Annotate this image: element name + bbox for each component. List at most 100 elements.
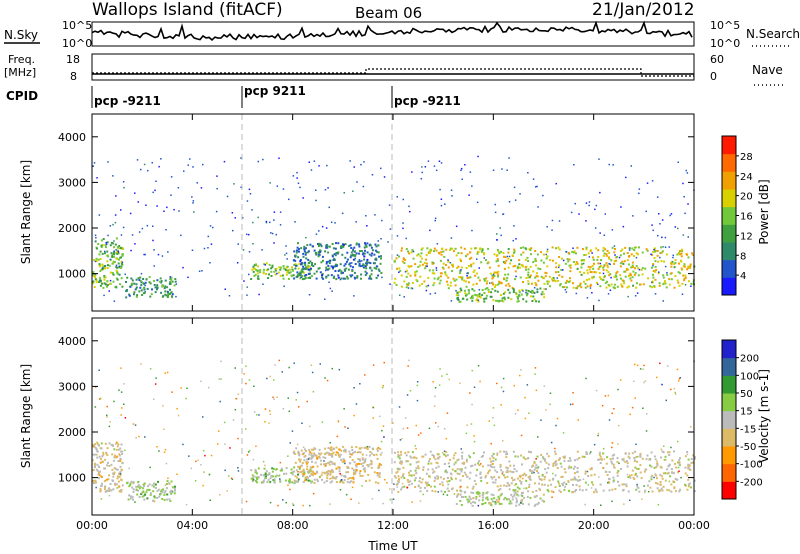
echo-point bbox=[628, 274, 631, 277]
echo-point bbox=[140, 281, 143, 284]
echo-point bbox=[680, 267, 683, 270]
echo-point bbox=[417, 465, 420, 468]
echo-point bbox=[478, 464, 481, 467]
echo-point bbox=[346, 251, 349, 254]
echo-point bbox=[310, 268, 312, 271]
echo-point bbox=[427, 462, 430, 465]
echo-point bbox=[100, 475, 103, 478]
echo-point bbox=[312, 465, 315, 468]
echo-point bbox=[252, 478, 255, 481]
echo-point bbox=[328, 470, 331, 473]
echo-point bbox=[508, 460, 511, 463]
echo-point bbox=[97, 243, 100, 245]
echo-point bbox=[610, 259, 613, 262]
echo-point bbox=[409, 463, 412, 466]
echo-point bbox=[315, 251, 318, 254]
scatter-point bbox=[366, 445, 369, 448]
echo-point bbox=[504, 298, 506, 301]
scatter-point bbox=[673, 387, 676, 390]
scatter-point bbox=[355, 221, 357, 223]
echo-point bbox=[457, 265, 460, 268]
scatter-point bbox=[588, 204, 590, 207]
scatter-point bbox=[421, 166, 423, 168]
echo-point bbox=[174, 278, 177, 280]
echo-point bbox=[284, 479, 287, 482]
echo-point bbox=[307, 264, 310, 267]
scatter-point bbox=[269, 375, 271, 378]
scatter-point bbox=[319, 363, 321, 365]
echo-point bbox=[599, 483, 602, 486]
scatter-point bbox=[134, 424, 137, 426]
echo-point bbox=[305, 268, 307, 271]
echo-point bbox=[157, 488, 160, 491]
scatter-point bbox=[339, 456, 341, 458]
echo-point bbox=[292, 274, 295, 277]
echo-point bbox=[462, 297, 465, 300]
echo-point bbox=[490, 460, 493, 463]
scatter-point bbox=[677, 466, 680, 469]
echo-point bbox=[439, 483, 442, 486]
echo-point bbox=[461, 276, 464, 279]
echo-point bbox=[299, 258, 302, 261]
scatter-point bbox=[448, 490, 450, 492]
scatter-point bbox=[246, 294, 248, 296]
echo-point bbox=[596, 258, 599, 261]
echo-point bbox=[309, 451, 312, 454]
scatter-point bbox=[607, 482, 609, 484]
echo-point bbox=[94, 481, 97, 484]
scatter-point bbox=[670, 213, 673, 215]
echo-point bbox=[135, 283, 138, 286]
scatter-point bbox=[612, 164, 614, 166]
echo-point bbox=[344, 243, 347, 246]
echo-point bbox=[307, 258, 310, 261]
echo-point bbox=[506, 481, 509, 484]
echo-point bbox=[271, 264, 274, 267]
echo-point bbox=[450, 473, 453, 476]
echo-point bbox=[637, 467, 640, 470]
echo-point bbox=[666, 273, 669, 276]
scatter-point bbox=[609, 289, 612, 291]
echo-point bbox=[92, 274, 95, 277]
echo-point bbox=[656, 464, 659, 467]
scatter-point bbox=[131, 234, 134, 236]
echo-point bbox=[417, 265, 420, 268]
echo-point bbox=[561, 286, 564, 289]
echo-point bbox=[129, 497, 132, 500]
echo-point bbox=[517, 296, 519, 299]
echo-point bbox=[343, 448, 346, 451]
echo-point bbox=[362, 458, 364, 461]
echo-point bbox=[375, 257, 378, 260]
echo-point bbox=[466, 498, 469, 501]
echo-point bbox=[409, 274, 412, 277]
echo-point bbox=[365, 272, 368, 275]
scatter-point bbox=[155, 377, 157, 379]
scatter-point bbox=[488, 420, 491, 422]
echo-point bbox=[112, 242, 115, 245]
echo-point bbox=[433, 470, 436, 473]
echo-point bbox=[375, 265, 378, 268]
echo-point bbox=[349, 262, 352, 265]
echo-point bbox=[576, 450, 579, 453]
echo-point bbox=[95, 260, 98, 262]
colorbar-tick-label: 12 bbox=[740, 231, 753, 242]
echo-point bbox=[439, 275, 442, 278]
echo-point bbox=[365, 480, 367, 482]
echo-point bbox=[313, 272, 316, 275]
echo-point bbox=[690, 458, 693, 460]
echo-point bbox=[368, 479, 371, 482]
echo-point bbox=[321, 273, 324, 276]
echo-point bbox=[140, 493, 143, 495]
echo-point bbox=[353, 271, 356, 274]
echo-point bbox=[306, 251, 309, 254]
scatter-point bbox=[253, 411, 256, 413]
echo-point bbox=[354, 470, 357, 473]
echo-point bbox=[337, 270, 340, 272]
echo-point bbox=[499, 484, 502, 487]
echo-point bbox=[359, 474, 362, 477]
echo-point bbox=[459, 287, 462, 290]
scatter-point bbox=[642, 368, 644, 370]
echo-point bbox=[433, 277, 436, 280]
echo-point bbox=[115, 251, 118, 254]
echo-point bbox=[99, 487, 102, 490]
scatter-point bbox=[603, 234, 606, 236]
